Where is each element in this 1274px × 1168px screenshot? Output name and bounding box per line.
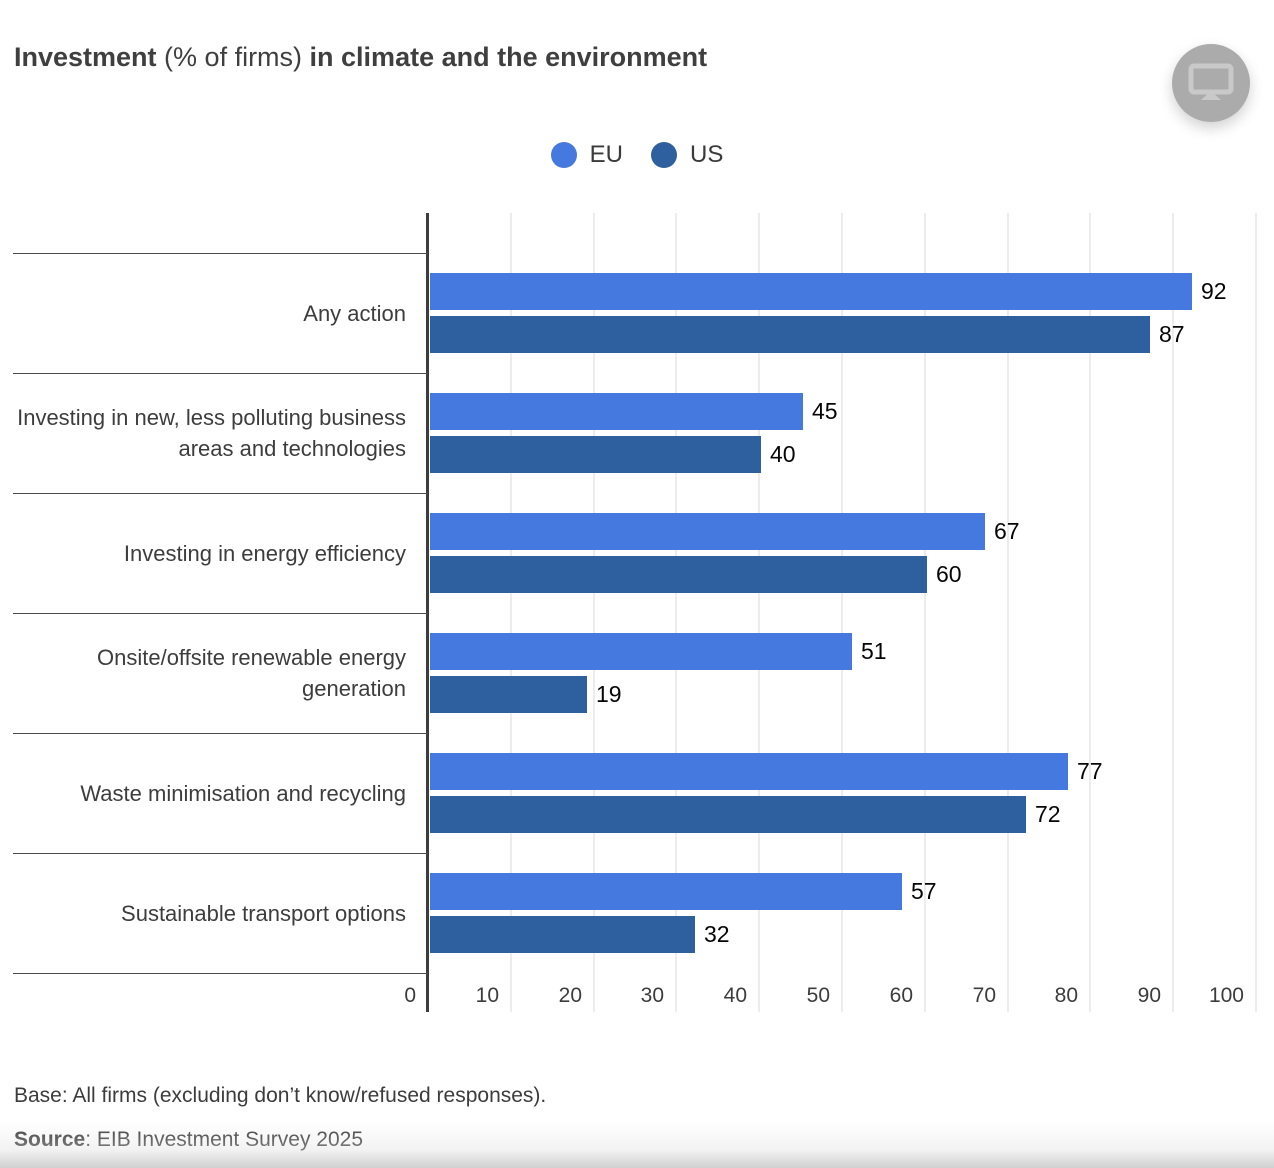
bar-eu[interactable] [430, 873, 902, 910]
category-label: Investing in energy efficiency [123, 540, 406, 566]
bar-value-eu: 51 [861, 638, 887, 664]
x-tick-label: 30 [640, 984, 664, 1007]
base-note: Base: All firms (excluding don’t know/re… [14, 1084, 547, 1107]
legend-dot-us [651, 142, 677, 168]
x-tick-label: 0 [404, 984, 416, 1007]
source-text: : EIB Investment Survey 2025 [85, 1128, 364, 1151]
row-separator [13, 493, 428, 494]
legend-dot-eu [550, 142, 577, 168]
gridline [924, 213, 926, 1012]
bar-value-us: 72 [1035, 801, 1061, 827]
x-tick-label: 50 [806, 984, 830, 1007]
bar-eu[interactable] [430, 753, 1068, 790]
bar-us[interactable] [430, 676, 587, 713]
bar-us[interactable] [430, 796, 1026, 833]
bar-eu[interactable] [430, 633, 852, 670]
page-title: Investment (% of firms) in climate and t… [14, 42, 1114, 73]
gridline [593, 213, 595, 1012]
x-tick-label: 80 [1054, 984, 1078, 1007]
bar-value-us: 87 [1159, 321, 1185, 347]
bar-value-us: 40 [770, 441, 796, 467]
source-note: Source: EIB Investment Survey 2025 [14, 1128, 363, 1152]
gridline [675, 213, 677, 1012]
category-row: Investing in new, less polluting busines… [0, 373, 1274, 493]
source-label: Source [14, 1128, 86, 1151]
category-label: Any action [303, 300, 406, 326]
title-bold-1: Investment [14, 42, 157, 72]
x-tick-label: 70 [972, 984, 996, 1007]
category-row: Sustainable transport options 57 32 [0, 853, 1274, 973]
row-separator [13, 733, 428, 734]
bar-value-us: 60 [936, 561, 962, 587]
legend-item-eu: EU [550, 141, 623, 169]
gridline [510, 213, 512, 1012]
bar-value-eu: 57 [911, 878, 937, 904]
monitor-icon [1188, 63, 1234, 100]
x-tick-label: 20 [558, 984, 582, 1007]
gridline [841, 213, 843, 1012]
legend: EU US [0, 141, 1274, 169]
bar-value-eu: 67 [994, 518, 1020, 544]
gridline [1172, 213, 1174, 1012]
x-tick-label: 10 [475, 984, 499, 1007]
legend-item-us: US [651, 141, 723, 169]
bar-value-eu: 77 [1077, 758, 1103, 784]
row-separator [13, 253, 428, 254]
x-tick-label: 100 [1208, 984, 1244, 1007]
bar-us[interactable] [430, 436, 761, 473]
bar-eu[interactable] [430, 273, 1192, 310]
bar-value-eu: 92 [1201, 278, 1227, 304]
bar-value-eu: 45 [812, 398, 838, 424]
legend-label-eu: EU [589, 141, 623, 168]
category-label: Onsite/offsite renewable energy generati… [97, 645, 406, 701]
row-separator [13, 613, 428, 614]
bar-eu[interactable] [430, 393, 803, 430]
gridline [758, 213, 760, 1012]
bar-us[interactable] [430, 316, 1150, 353]
bar-value-us: 19 [596, 681, 622, 707]
category-label: Sustainable transport options [121, 900, 406, 926]
bar-us[interactable] [430, 916, 695, 953]
category-row: Onsite/offsite renewable energy generati… [0, 613, 1274, 733]
gridline [1089, 213, 1091, 1012]
row-separator [13, 853, 428, 854]
category-label: Waste minimisation and recycling [80, 780, 406, 806]
title-normal: (% of firms) [156, 42, 310, 72]
gridline [1255, 213, 1257, 1012]
y-axis-line [426, 213, 429, 1012]
title-bold-2: in climate and the environment [309, 42, 708, 72]
category-label: Investing in new, less polluting busines… [17, 405, 406, 461]
bar-value-us: 32 [704, 921, 730, 947]
legend-label-us: US [690, 141, 724, 168]
gridline [1007, 213, 1009, 1012]
row-separator [13, 373, 428, 374]
bar-eu[interactable] [430, 513, 985, 550]
row-separator [13, 973, 428, 974]
category-row: Waste minimisation and recycling 77 72 [0, 733, 1274, 853]
bar-us[interactable] [430, 556, 927, 593]
screen-mode-button[interactable] [1172, 44, 1250, 122]
x-tick-label: 60 [889, 984, 913, 1007]
x-tick-label: 90 [1137, 984, 1161, 1007]
category-row: Investing in energy efficiency 67 60 [0, 493, 1274, 613]
category-row: Any action 92 87 [0, 253, 1274, 373]
x-tick-label: 40 [723, 984, 747, 1007]
